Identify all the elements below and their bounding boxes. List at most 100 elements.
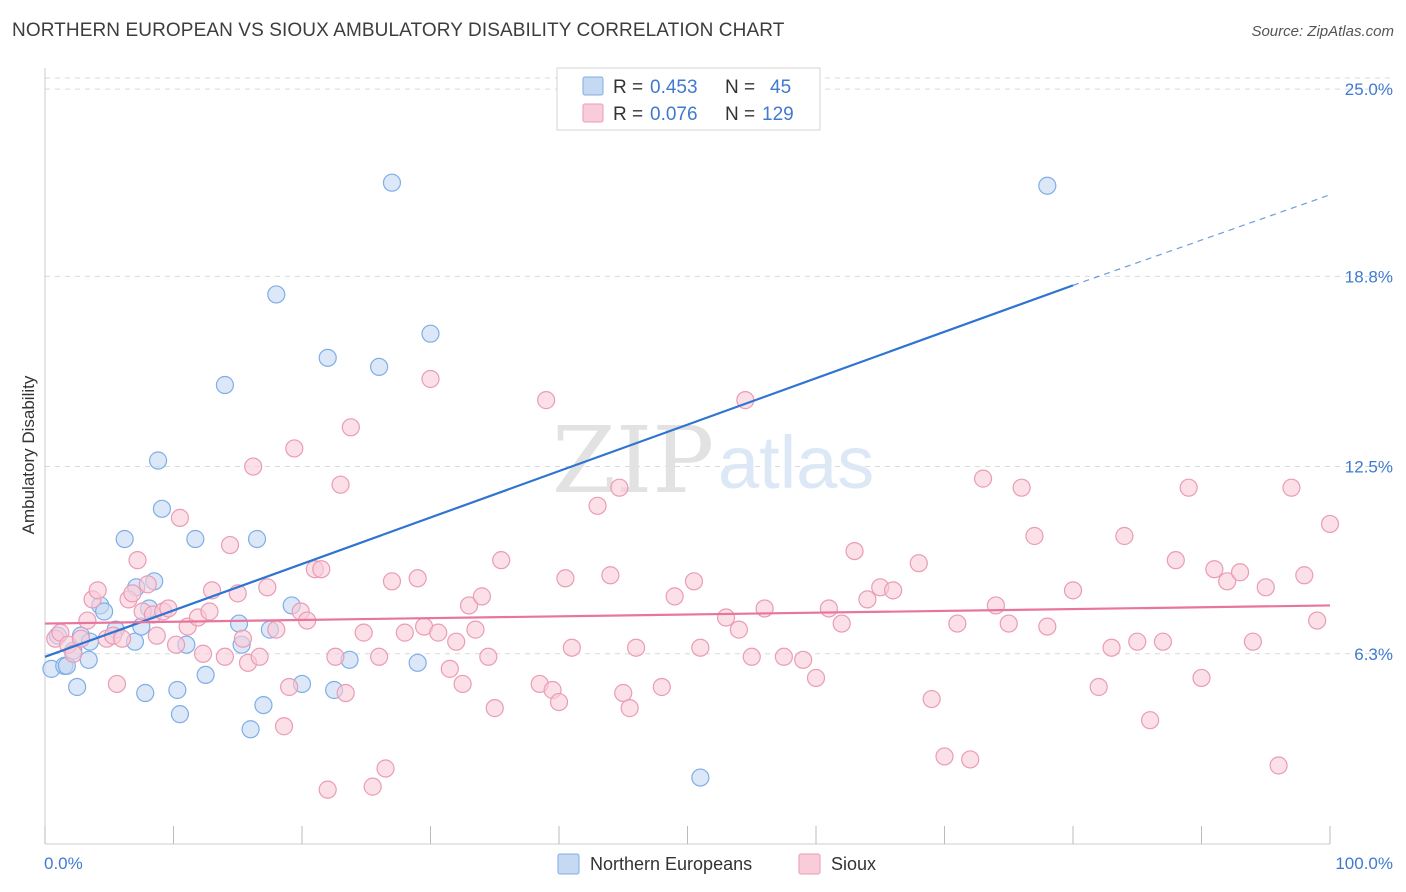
sioux-point — [684, 572, 704, 591]
grid-lines — [45, 77, 1393, 655]
sioux-point — [280, 677, 299, 697]
northern-european-point — [196, 665, 215, 685]
sioux-point — [440, 659, 459, 678]
trend-lines — [44, 194, 1331, 658]
watermark: ZIP atlas — [552, 407, 874, 514]
y-axis-title: Ambulatory Disability — [19, 375, 38, 534]
sioux-point — [973, 469, 993, 488]
bottom-legend-swatch-blue — [557, 853, 580, 875]
sioux-point — [354, 623, 373, 642]
sioux-point — [556, 569, 575, 588]
sioux-point — [1243, 632, 1263, 651]
northern-european-point — [254, 695, 273, 715]
sioux-point — [1256, 578, 1275, 597]
y-tick-labels: 6.3% 12.5% 18.8% 25.0% — [1345, 80, 1393, 664]
sioux-point — [858, 590, 877, 609]
sioux-point — [1282, 478, 1301, 497]
sioux-point — [112, 629, 132, 648]
y-tick-label: 25.0% — [1345, 80, 1393, 99]
sioux-point — [1089, 677, 1108, 697]
sioux-point — [200, 602, 219, 621]
sioux-point — [147, 626, 166, 645]
legend-n-value-1: 45 — [770, 77, 791, 98]
northern-european-point — [382, 173, 402, 192]
x-tick-label-right: 100.0% — [1335, 854, 1393, 873]
sioux-point — [447, 632, 466, 651]
northern-european-point — [136, 683, 155, 703]
sioux-point — [138, 575, 157, 594]
northern-european-point — [1038, 176, 1057, 195]
northern-european-point — [691, 768, 710, 787]
sioux-point — [421, 369, 440, 389]
legend-swatch-blue — [582, 76, 604, 96]
sioux-point — [220, 535, 240, 555]
bottom-legend-label-blue: Northern Europeans — [590, 854, 752, 874]
sioux-point — [479, 647, 498, 666]
sioux-point — [336, 683, 355, 703]
northern-european-point — [115, 529, 134, 549]
y-tick-label: 12.5% — [1345, 458, 1393, 477]
sioux-point — [729, 620, 749, 639]
sioux-point — [285, 439, 304, 458]
legend-n-label-1: N = — [725, 77, 755, 98]
sioux-point — [948, 614, 967, 633]
sioux-point — [78, 611, 97, 630]
sioux-point — [626, 638, 646, 657]
sioux-point — [1038, 617, 1057, 636]
northern-european-point — [168, 680, 187, 700]
sioux-point — [1192, 668, 1211, 688]
sioux-point — [1012, 478, 1031, 497]
sioux-point — [774, 647, 793, 666]
sioux-point — [472, 587, 491, 606]
chart-title: NORTHERN EUROPEAN VS SIOUX AMBULATORY DI… — [12, 20, 785, 41]
sioux-point — [466, 620, 485, 639]
sioux-point — [961, 750, 980, 769]
sioux-point — [382, 572, 402, 591]
legend-r-value-1: 0.453 — [650, 77, 698, 98]
bottom-legend-swatch-pink — [798, 853, 821, 875]
y-tick-label: 6.3% — [1354, 645, 1393, 664]
northern-european-point — [170, 705, 190, 724]
sioux-point — [128, 551, 147, 570]
sioux-point — [549, 692, 569, 712]
sioux-point — [588, 496, 607, 515]
sioux-point — [376, 759, 395, 778]
sioux-point — [652, 677, 671, 697]
sioux-point — [742, 647, 761, 666]
sioux-point — [1153, 632, 1173, 651]
sioux-point — [562, 638, 581, 657]
sioux-point — [922, 689, 941, 709]
sioux-point — [1102, 638, 1121, 657]
sioux-point — [620, 699, 639, 718]
legend-r-label-1: R = — [613, 77, 643, 98]
sioux-point — [665, 587, 684, 606]
sioux-point — [492, 551, 511, 570]
sioux-point — [312, 560, 331, 579]
sioux-point — [986, 596, 1006, 615]
sioux-point — [1063, 581, 1083, 600]
northern-european-point — [186, 529, 205, 549]
sioux-point — [453, 674, 472, 694]
sioux-point — [1166, 551, 1185, 570]
sioux-point — [274, 717, 294, 736]
sioux-trend-line — [44, 604, 1331, 625]
sioux-point — [215, 647, 234, 666]
sioux-point — [1218, 572, 1237, 591]
sioux-point — [1269, 756, 1288, 775]
northern-european-point — [152, 499, 172, 518]
sioux-point — [166, 635, 186, 654]
sioux-point — [1025, 526, 1044, 546]
sioux-point — [999, 614, 1018, 633]
northern-european-point — [79, 650, 98, 669]
northern-european-trend-extension — [1072, 194, 1331, 286]
sioux-point — [1295, 566, 1314, 585]
sioux-point — [716, 608, 736, 627]
sioux-point — [408, 569, 427, 588]
sioux-point — [1115, 526, 1134, 546]
northern-european-point — [148, 451, 168, 470]
bottom-legend: Northern Europeans Sioux — [557, 853, 876, 875]
northern-european-point — [68, 677, 87, 697]
sioux-point — [485, 699, 504, 718]
sioux-point — [363, 777, 382, 796]
